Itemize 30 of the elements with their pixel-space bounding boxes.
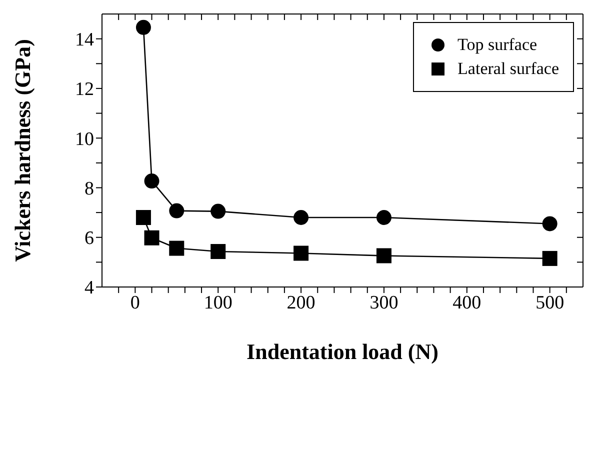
y-tick-label: 4 (84, 278, 94, 299)
point (169, 240, 184, 256)
y-tick-label: 8 (84, 178, 94, 200)
x-tick-label: 500 (536, 292, 564, 314)
point (376, 210, 392, 226)
x-axis-title: Indentation load (N) (246, 339, 438, 364)
y-tick-label: 14 (75, 30, 94, 51)
point (376, 248, 392, 264)
point (210, 204, 226, 219)
point (542, 250, 558, 266)
point (136, 20, 151, 35)
point (542, 216, 558, 232)
legend-label: Top surface (458, 35, 538, 55)
point (136, 210, 151, 226)
point (294, 210, 309, 226)
point (144, 174, 160, 189)
x-tick-label: 300 (370, 292, 398, 314)
x-tick-label: 0 (130, 292, 140, 314)
legend-label: Lateral surface (458, 59, 559, 79)
y-tick-label: 10 (75, 128, 94, 150)
x-tick-label: 100 (204, 292, 232, 314)
y-tick-label: 6 (84, 228, 94, 250)
point (210, 244, 226, 260)
point (144, 230, 160, 246)
y-axis-title: Vickers hardness (GPa) (10, 39, 35, 262)
point (169, 203, 184, 218)
point (294, 246, 309, 261)
y-tick-label: 12 (75, 79, 94, 100)
x-tick-label: 400 (452, 292, 482, 314)
x-tick-label: 200 (286, 292, 316, 314)
